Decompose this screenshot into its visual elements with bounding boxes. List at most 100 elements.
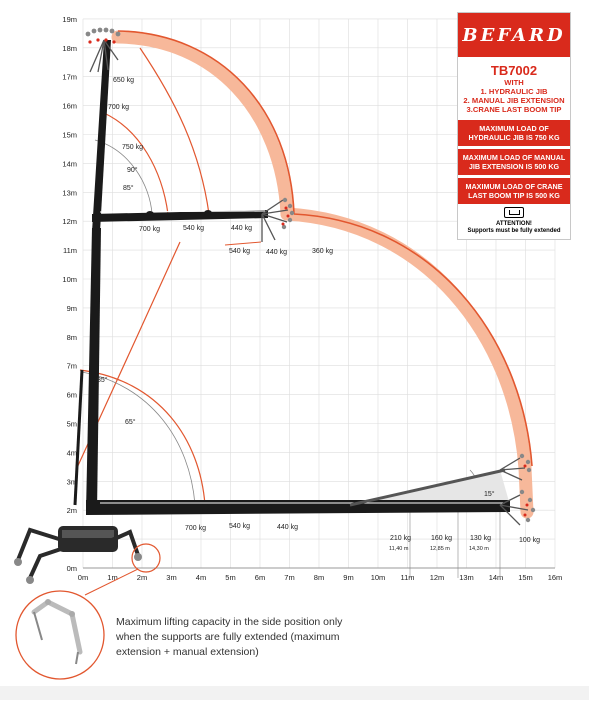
brand-logo: BEFARD bbox=[458, 13, 570, 57]
side-position-note: Maximum lifting capacity in the side pos… bbox=[116, 616, 343, 658]
x-tick-label: 3m bbox=[166, 573, 176, 582]
mid-jib-hooks bbox=[281, 206, 290, 226]
mid-boom-markers bbox=[146, 210, 212, 217]
mast bbox=[86, 228, 101, 512]
top-jib-tips bbox=[85, 27, 121, 37]
detail-marker bbox=[131, 543, 161, 573]
model-info: TB7002 WITH 1. HYDRAULIC JIB 2. MANUAL J… bbox=[458, 63, 570, 114]
mast-rod bbox=[73, 369, 84, 506]
envelope-band-mid bbox=[280, 207, 532, 475]
label-r-540: 540 kg bbox=[229, 248, 250, 255]
low-jib-tips bbox=[519, 453, 536, 523]
detail-inset bbox=[15, 590, 105, 680]
label-mid-700: 700 kg bbox=[139, 226, 160, 233]
angle-arc-upper bbox=[94, 139, 153, 215]
y-tick-label: 4m bbox=[67, 448, 77, 457]
top-jib-fan bbox=[89, 39, 119, 73]
label-b-160: 160 kg bbox=[431, 535, 452, 542]
y-tick-label: 14m bbox=[62, 159, 77, 168]
label-d-160: 12,85 m bbox=[430, 546, 450, 552]
label-mid-540: 540 kg bbox=[183, 225, 204, 232]
x-tick-label: 13m bbox=[459, 573, 474, 582]
attention-title: ATTENTION! bbox=[496, 221, 532, 227]
load-curve-700-top bbox=[103, 112, 169, 215]
model-title: TB7002 bbox=[490, 63, 538, 78]
top-jib-hooks bbox=[88, 38, 116, 44]
angle-arc-lower bbox=[81, 371, 196, 506]
label-700-top: 700 kg bbox=[108, 104, 129, 111]
y-tick-label: 3m bbox=[67, 477, 77, 486]
x-tick-label: 6m bbox=[255, 573, 265, 582]
y-axis-labels: 0m1m2m3m4m5m6m7m8m9m10m11m12m13m14m15m16… bbox=[62, 15, 77, 573]
label-650: 650 kg bbox=[113, 77, 134, 84]
y-tick-label: 18m bbox=[62, 44, 77, 53]
y-tick-label: 0m bbox=[67, 564, 77, 573]
x-tick-label: 7m bbox=[284, 573, 294, 582]
max-load-boom-tip: MAXIMUM LOAD OF CRANE LAST BOOM TIP IS 5… bbox=[458, 178, 570, 204]
y-tick-label: 2m bbox=[67, 506, 77, 515]
detail-connector bbox=[84, 568, 139, 596]
low-jib-fan bbox=[499, 457, 529, 526]
x-tick-label: 1m bbox=[107, 573, 117, 582]
attention-text: Supports must be fully extended bbox=[467, 228, 561, 234]
x-tick-label: 15m bbox=[518, 573, 533, 582]
x-tick-label: 11m bbox=[400, 573, 414, 582]
max-load-manual-jib: MAXIMUM LOAD OF MANUAL JIB EXTENSION IS … bbox=[458, 149, 570, 175]
load-labels: 650 kg 700 kg 750 kg 90° 85° 700 kg 540 … bbox=[97, 77, 540, 552]
max-load-hydraulic-jib: MAXIMUM LOAD OF HYDRAULIC JIB IS 750 KG bbox=[458, 120, 570, 146]
model-line-4: 3.CRANE LAST BOOM TIP bbox=[466, 105, 562, 114]
y-tick-label: 10m bbox=[62, 275, 77, 284]
crane-base bbox=[14, 526, 142, 584]
label-r-440: 440 kg bbox=[266, 249, 287, 256]
label-angle-85-top: 85° bbox=[123, 184, 134, 192]
load-line-440 bbox=[224, 241, 262, 246]
spec-panel: BEFARD TB7002 WITH 1. HYDRAULIC JIB 2. M… bbox=[457, 12, 571, 240]
x-tick-label: 10m bbox=[371, 573, 386, 582]
envelope-band-top bbox=[111, 30, 294, 221]
label-mid-440: 440 kg bbox=[231, 225, 252, 232]
load-curve-650 bbox=[139, 47, 210, 215]
y-tick-label: 5m bbox=[67, 420, 77, 429]
label-750: 750 kg bbox=[122, 144, 143, 151]
load-curve-700-low bbox=[79, 369, 206, 506]
label-b-130: 130 kg bbox=[470, 535, 491, 542]
y-tick-label: 19m bbox=[62, 15, 77, 24]
mid-jib-tips bbox=[281, 197, 295, 230]
x-tick-label: 2m bbox=[137, 573, 147, 582]
bottom-boom-markers bbox=[201, 503, 349, 511]
low-jib-hooks bbox=[523, 464, 529, 517]
footer-strip bbox=[0, 686, 589, 700]
label-b-100: 100 kg bbox=[519, 537, 540, 544]
x-tick-label: 5m bbox=[225, 573, 235, 582]
x-tick-label: 0m bbox=[78, 573, 88, 582]
label-d-210: 11,40 m bbox=[389, 546, 409, 552]
mid-boom-rod bbox=[99, 210, 266, 213]
envelope-curve-outer bbox=[117, 30, 533, 467]
label-r-360: 360 kg bbox=[312, 248, 333, 255]
label-b-540: 540 kg bbox=[229, 523, 250, 530]
label-b-210: 210 kg bbox=[390, 535, 411, 542]
bottom-boom bbox=[86, 500, 510, 515]
y-tick-label: 11m bbox=[63, 246, 77, 255]
y-tick-label: 15m bbox=[62, 131, 77, 140]
label-angle-90: 90° bbox=[127, 166, 138, 174]
y-tick-label: 17m bbox=[62, 73, 77, 82]
model-line-2: 1. HYDRAULIC JIB bbox=[480, 87, 548, 96]
label-angle-65: 65° bbox=[125, 418, 136, 426]
label-b-700: 700 kg bbox=[185, 525, 206, 532]
mast-rod-upper bbox=[96, 69, 107, 231]
model-line-3: 2. MANUAL JIB EXTENSION bbox=[463, 96, 565, 105]
x-tick-label: 14m bbox=[489, 573, 504, 582]
model-line-1: WITH bbox=[504, 78, 524, 87]
y-tick-label: 7m bbox=[67, 362, 77, 371]
y-tick-label: 16m bbox=[62, 102, 77, 111]
x-tick-label: 4m bbox=[196, 573, 206, 582]
x-tick-label: 9m bbox=[343, 573, 353, 582]
label-angle-15: 15° bbox=[484, 490, 495, 498]
y-tick-label: 9m bbox=[67, 304, 77, 313]
x-tick-label: 16m bbox=[548, 573, 563, 582]
x-tick-label: 8m bbox=[314, 573, 324, 582]
y-tick-label: 8m bbox=[67, 333, 77, 342]
label-d-130: 14,30 m bbox=[469, 546, 489, 552]
